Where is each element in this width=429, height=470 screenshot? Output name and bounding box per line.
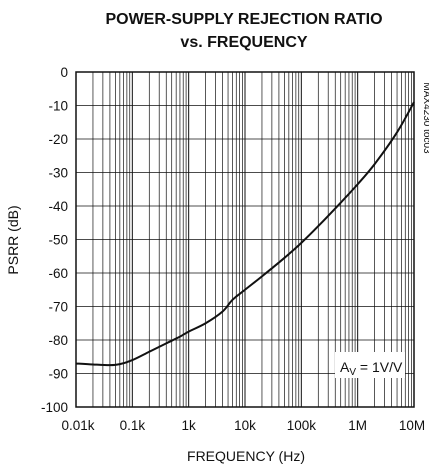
part-number-tag: MAX4230 toc03 xyxy=(421,82,429,154)
y-tick-label: 0 xyxy=(60,65,68,80)
annotation-rest: = 1V/V xyxy=(356,359,403,375)
y-tick-label: -90 xyxy=(48,367,68,382)
x-tick-label: 1M xyxy=(348,418,367,433)
x-tick-label: 100k xyxy=(287,418,317,433)
y-tick-labels: 0 -10 -20 -30 -40 -50 -60 -70 -80 -90 -100 xyxy=(41,65,68,415)
chart-title-line2: vs. FREQUENCY xyxy=(180,34,307,51)
y-tick-label: -10 xyxy=(48,99,68,114)
y-axis-label: PSRR (dB) xyxy=(5,205,21,274)
chart-title-line1: POWER-SUPPLY REJECTION RATIO xyxy=(105,11,382,28)
y-tick-label: -20 xyxy=(48,132,68,147)
gain-annotation: AV = 1V/V xyxy=(335,352,405,378)
annotation-main: A xyxy=(340,359,350,375)
x-tick-label: 0.01k xyxy=(61,418,94,433)
annotation-background xyxy=(335,352,405,378)
annotation-subscript: V xyxy=(349,367,356,378)
y-tick-label: -30 xyxy=(48,166,68,181)
x-tick-label: 10k xyxy=(234,418,256,433)
y-tick-label: -80 xyxy=(48,333,68,348)
y-tick-label: -50 xyxy=(48,233,68,248)
y-tick-label: -100 xyxy=(41,400,68,415)
y-tick-label: -70 xyxy=(48,300,68,315)
x-tick-label: 0.1k xyxy=(120,418,146,433)
annotation-text: AV = 1V/V xyxy=(340,359,403,378)
plot-frame xyxy=(75,71,415,408)
grid xyxy=(76,72,414,407)
x-axis-label: FREQUENCY (Hz) xyxy=(187,448,305,464)
x-tick-label: 10M xyxy=(399,418,425,433)
x-tick-label: 1k xyxy=(182,418,197,433)
psrr-curve xyxy=(75,101,415,367)
x-tick-labels: 0.01k 0.1k 1k 10k 100k 1M 10M xyxy=(61,418,425,433)
y-tick-label: -60 xyxy=(48,266,68,281)
y-tick-label: -40 xyxy=(48,199,68,214)
